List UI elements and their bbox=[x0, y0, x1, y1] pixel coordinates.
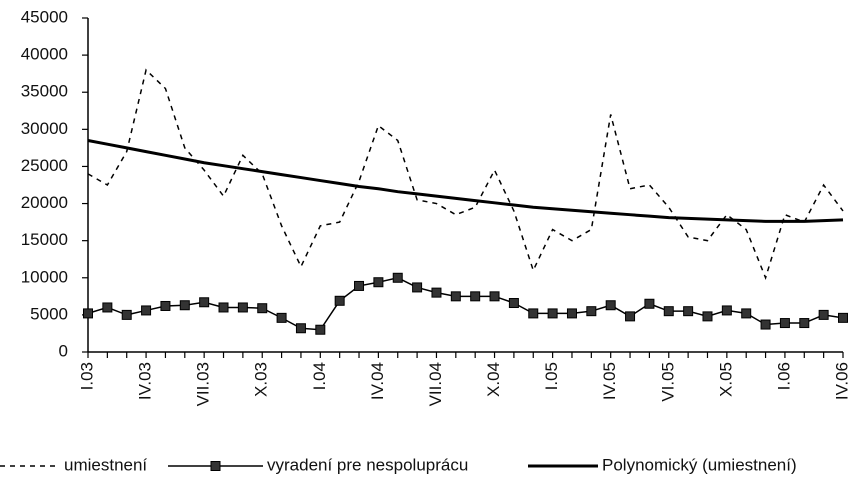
y-tick-label: 40000 bbox=[21, 45, 68, 64]
y-tick-label: 0 bbox=[59, 341, 68, 360]
marker bbox=[838, 312, 848, 323]
marker bbox=[528, 308, 539, 319]
marker bbox=[373, 277, 384, 288]
marker bbox=[702, 311, 713, 322]
x-tick-label: X.03 bbox=[252, 362, 271, 397]
marker bbox=[392, 272, 403, 283]
series-line bbox=[87, 68, 844, 281]
marker bbox=[644, 298, 655, 309]
y-tick-label: 15000 bbox=[21, 230, 68, 249]
marker bbox=[683, 306, 694, 317]
x-tick-label: I.03 bbox=[77, 362, 96, 390]
marker bbox=[741, 308, 752, 319]
marker bbox=[257, 303, 268, 314]
marker bbox=[179, 300, 190, 311]
x-tick-label: IV.03 bbox=[136, 362, 155, 400]
x-tick-label: VI.05 bbox=[658, 362, 677, 402]
marker bbox=[760, 319, 771, 330]
marker bbox=[354, 280, 365, 291]
marker bbox=[431, 287, 442, 298]
x-tick-label: IV.06 bbox=[832, 362, 851, 400]
series-line bbox=[87, 138, 844, 223]
y-tick-label: 30000 bbox=[21, 119, 68, 138]
marker bbox=[83, 308, 93, 319]
x-tick-label: X.05 bbox=[716, 362, 735, 397]
marker bbox=[799, 318, 810, 329]
y-tick-label: 35000 bbox=[21, 82, 68, 101]
marker bbox=[508, 298, 519, 309]
legend-label: umiestnení bbox=[64, 455, 147, 474]
y-tick-label: 25000 bbox=[21, 156, 68, 175]
marker bbox=[779, 318, 790, 329]
x-tick-label: VII.04 bbox=[426, 362, 445, 406]
marker bbox=[199, 297, 210, 308]
y-tick-label: 45000 bbox=[21, 7, 68, 26]
marker bbox=[237, 302, 248, 313]
marker bbox=[450, 291, 461, 302]
marker bbox=[586, 306, 597, 317]
marker bbox=[141, 305, 152, 316]
y-tick-label: 5000 bbox=[30, 304, 68, 323]
marker bbox=[315, 324, 326, 335]
marker bbox=[818, 309, 829, 320]
x-tick-label: IV.04 bbox=[368, 362, 387, 400]
marker bbox=[276, 312, 287, 323]
x-tick-label: I.05 bbox=[542, 362, 561, 390]
marker bbox=[295, 323, 306, 334]
marker bbox=[412, 282, 423, 293]
y-tick-label: 10000 bbox=[21, 267, 68, 286]
marker bbox=[102, 302, 113, 313]
y-tick-label: 20000 bbox=[21, 193, 68, 212]
x-tick-label: VII.03 bbox=[194, 362, 213, 406]
marker bbox=[625, 311, 636, 322]
legend-label: vyradení pre nespoluprácu bbox=[267, 455, 468, 474]
marker bbox=[489, 291, 500, 302]
x-tick-label: IV.05 bbox=[600, 362, 619, 400]
x-tick-label: X.04 bbox=[484, 362, 503, 397]
x-tick-label: I.04 bbox=[310, 362, 329, 390]
legend-label: Polynomický (umiestnení) bbox=[602, 455, 797, 474]
marker bbox=[218, 302, 229, 313]
marker bbox=[547, 308, 558, 319]
marker bbox=[334, 295, 345, 306]
marker bbox=[160, 300, 171, 311]
marker bbox=[721, 305, 732, 316]
x-tick-label: I.06 bbox=[774, 362, 793, 390]
marker bbox=[121, 309, 132, 320]
marker bbox=[470, 291, 481, 302]
legend-marker bbox=[210, 461, 221, 471]
marker bbox=[566, 308, 577, 319]
marker bbox=[663, 306, 674, 317]
series-line bbox=[87, 276, 844, 331]
marker bbox=[605, 300, 616, 311]
